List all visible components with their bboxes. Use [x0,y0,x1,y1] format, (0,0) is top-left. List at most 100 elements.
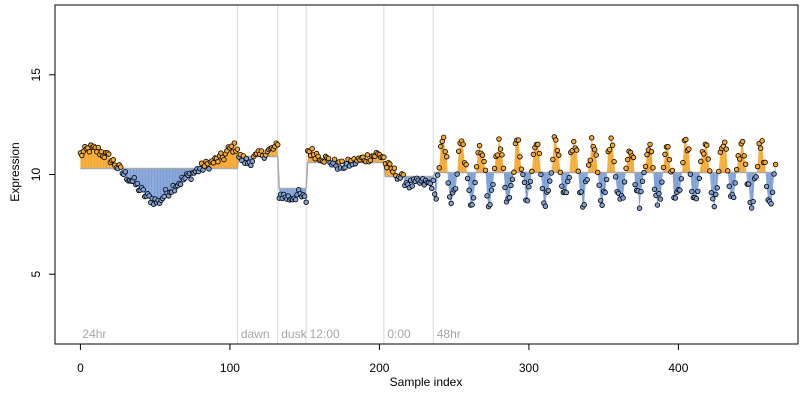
fill-5-96b [578,172,580,193]
data-point [454,171,460,177]
fill-5-126 [623,172,625,198]
data-point [400,172,407,178]
fill-5-167 [684,139,686,173]
fill-5-184b [709,172,712,193]
data-point [696,175,703,182]
data-point [608,135,614,141]
fill-5-211 [750,172,752,208]
data-point [723,146,729,152]
fill-5-190 [718,152,721,173]
data-point [106,151,112,157]
data-point [632,181,638,188]
fill-5-102b [587,165,589,173]
data-point [499,152,505,158]
y-tick-label-1: 10 [29,168,43,182]
period-label-2: dusk [281,327,307,341]
fill-5-8a [446,156,448,173]
data-points [77,134,779,211]
data-point [575,168,581,174]
data-point [734,166,740,173]
fill-5-199 [732,172,734,198]
fill-5-30 [479,145,482,173]
fill-5-208b [746,172,748,185]
data-point [466,187,472,193]
data-point [463,161,469,168]
data-point [750,198,756,205]
fill-5-133a [633,157,635,173]
data-point [122,169,128,175]
fill-5-80 [554,136,556,173]
data-point [530,151,537,158]
data-point [630,154,637,161]
fill-5-224 [769,172,772,204]
data-point [231,140,238,146]
data-point [620,195,626,201]
fill-5-196b [727,172,730,187]
data-point [599,202,605,208]
y-tick-label-0: 5 [29,271,43,278]
data-point [647,141,653,148]
y-axis-title: Expression [8,142,22,201]
data-point [488,187,495,193]
data-point [509,176,516,182]
fill-5-83 [558,155,561,173]
x-tick-label-0: 0 [77,361,84,375]
data-point [566,174,572,181]
data-point [654,202,661,208]
fill-0-104 [235,149,238,169]
data-point [581,202,587,208]
data-point [381,154,387,160]
data-point [86,149,93,155]
fill-5-19 [463,144,465,173]
data-point [748,205,755,211]
fill-0-38 [137,168,139,191]
data-point [609,142,616,148]
fill-5-78b [551,159,553,173]
data-point [651,186,658,193]
x-tick-label-2: 200 [369,361,389,375]
fill-5-53 [513,143,516,173]
data-point [464,175,471,182]
data-point [594,169,601,176]
x-tick-label-3: 300 [519,361,539,375]
data-point [491,165,498,172]
data-point [515,137,522,143]
data-point [584,176,590,183]
data-point [556,152,562,158]
fill-5-119 [612,145,615,173]
data-point [550,156,556,163]
fill-5-189a [717,172,719,188]
fill-5-176 [697,172,700,192]
data-point [687,171,694,177]
data-point [716,168,722,175]
fill-5-186 [712,172,715,207]
fill-0-45 [147,168,150,196]
fill-5-225 [771,172,773,204]
y-axis: 5 10 15 [29,68,56,278]
data-point [578,189,584,195]
data-point [713,191,719,198]
data-point [707,168,713,174]
data-point [686,146,692,152]
data-point [754,163,761,170]
fill-5-28 [476,152,479,173]
fill-5-210 [748,172,751,203]
data-point [587,157,593,163]
data-point [695,188,701,195]
data-point [391,165,398,171]
data-point [557,169,563,176]
data-point [249,158,256,165]
data-point [517,154,523,160]
data-point [234,146,241,152]
data-point [624,156,631,163]
data-point [588,135,595,141]
fill-5-215b [756,166,758,173]
fill-5-173 [693,172,695,198]
fill-5-209 [747,172,749,185]
data-point [482,167,489,173]
fill-0-50 [155,168,157,203]
data-point [642,163,649,170]
data-point [710,196,716,202]
data-point [553,137,559,143]
